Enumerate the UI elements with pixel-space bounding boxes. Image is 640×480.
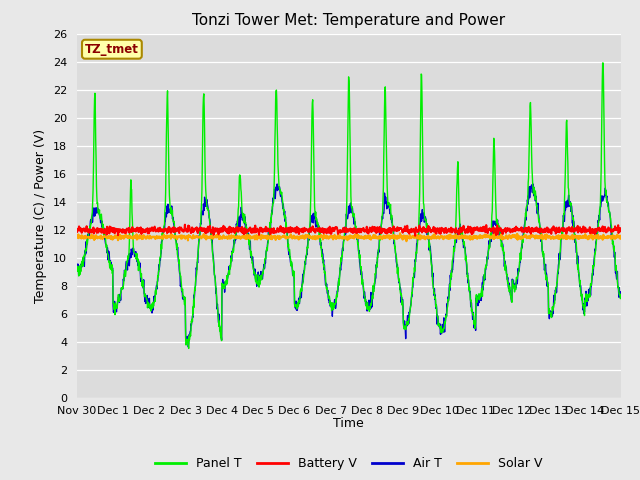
X-axis label: Time: Time <box>333 418 364 431</box>
Y-axis label: Temperature (C) / Power (V): Temperature (C) / Power (V) <box>35 129 47 303</box>
Text: TZ_tmet: TZ_tmet <box>85 43 139 56</box>
Title: Tonzi Tower Met: Temperature and Power: Tonzi Tower Met: Temperature and Power <box>192 13 506 28</box>
Legend: Panel T, Battery V, Air T, Solar V: Panel T, Battery V, Air T, Solar V <box>150 452 548 475</box>
